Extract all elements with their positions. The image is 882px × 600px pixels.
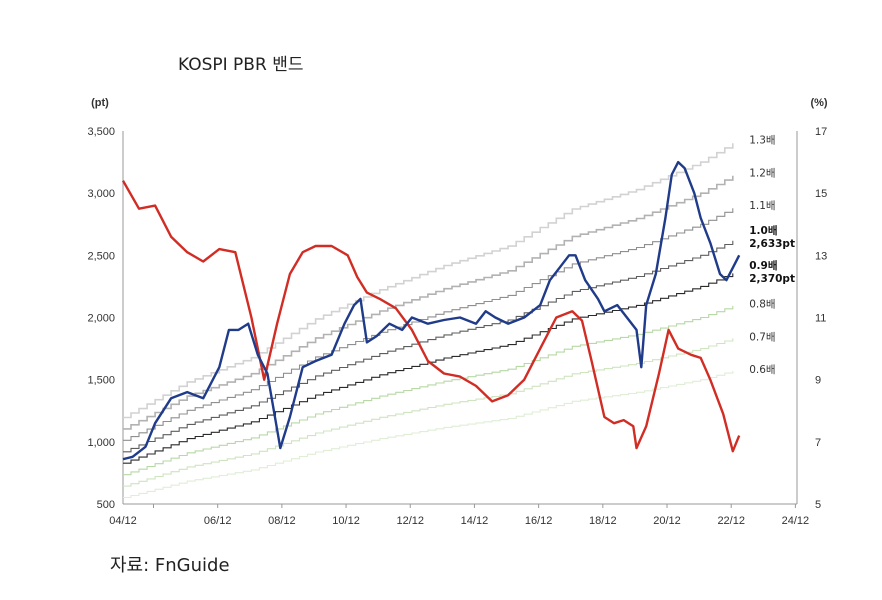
band-label: 0.9배 bbox=[749, 259, 777, 272]
y-right-tick-label: 13 bbox=[815, 250, 827, 262]
x-tick-label: 12/12 bbox=[396, 515, 424, 527]
band-line bbox=[123, 143, 734, 419]
axis-ticks: 3,500 3,000 2,500 2,000 1,500 1,000 500 17 15 13 1… bbox=[87, 97, 827, 527]
series-line bbox=[122, 160, 741, 461]
x-tick-label: 10/12 bbox=[332, 515, 360, 527]
band-value-label: 2,633pt bbox=[749, 238, 795, 250]
y-right-unit: (%) bbox=[810, 97, 827, 109]
y-left-tick-label: 1,500 bbox=[87, 375, 115, 387]
band-line bbox=[123, 240, 734, 453]
y-right-tick-label: 9 bbox=[815, 375, 821, 387]
y-left-unit: (pt) bbox=[91, 97, 109, 109]
pbr-band-lines bbox=[123, 143, 734, 499]
band-label: 0.8배 bbox=[749, 299, 775, 311]
band-label: 0.7배 bbox=[749, 331, 775, 343]
kospi-series bbox=[122, 160, 741, 461]
y-right-tick-label: 11 bbox=[815, 313, 826, 325]
x-tick-label: 08/12 bbox=[268, 515, 296, 527]
band-value-label: 2,370pt bbox=[749, 273, 795, 285]
band-label: 1.3배 bbox=[749, 134, 775, 146]
plot-frame bbox=[122, 131, 798, 505]
y-left-tick-label: 2,500 bbox=[87, 250, 115, 262]
x-tick-label: 22/12 bbox=[717, 515, 745, 527]
band-line bbox=[123, 305, 734, 476]
band-labels: 1.3배 1.2배 1.1배 1.0배2,633pt 0.9배2,370pt 0.8배 0.… bbox=[749, 134, 795, 376]
chart-title: KOSPI PBR 밴드 bbox=[178, 55, 304, 75]
y-right-tick-label: 15 bbox=[815, 188, 827, 200]
series-line bbox=[121, 180, 741, 453]
band-label: 1.1배 bbox=[749, 200, 775, 212]
band-label: 0.6배 bbox=[749, 364, 775, 376]
x-tick-label: 18/12 bbox=[589, 515, 617, 527]
y-right-tick-label: 7 bbox=[815, 437, 821, 449]
band-label: 1.2배 bbox=[749, 167, 775, 179]
band-line bbox=[123, 338, 734, 487]
source-note: 자료: FnGuide bbox=[110, 555, 230, 576]
x-tick-label: 06/12 bbox=[204, 515, 232, 527]
y-left-tick-label: 2,000 bbox=[87, 313, 115, 325]
x-tick-label: 04/12 bbox=[109, 515, 137, 527]
x-tick-label: 14/12 bbox=[461, 515, 489, 527]
x-tick-label: 24/12 bbox=[782, 515, 810, 527]
y-left-tick-label: 3,000 bbox=[87, 188, 115, 200]
x-tick-label: 16/12 bbox=[525, 515, 553, 527]
band-line bbox=[123, 371, 734, 499]
band-line bbox=[123, 208, 734, 441]
x-tick-label: 20/12 bbox=[653, 515, 681, 527]
y-left-tick-label: 500 bbox=[97, 499, 115, 511]
y-right-tick-label: 17 bbox=[815, 126, 827, 138]
roe-series bbox=[121, 180, 741, 453]
y-left-tick-label: 3,500 bbox=[87, 126, 115, 138]
band-label: 1.0배 bbox=[749, 224, 777, 237]
y-right-tick-label: 5 bbox=[815, 499, 821, 511]
band-line bbox=[123, 175, 734, 430]
y-left-tick-label: 1,000 bbox=[87, 437, 115, 449]
